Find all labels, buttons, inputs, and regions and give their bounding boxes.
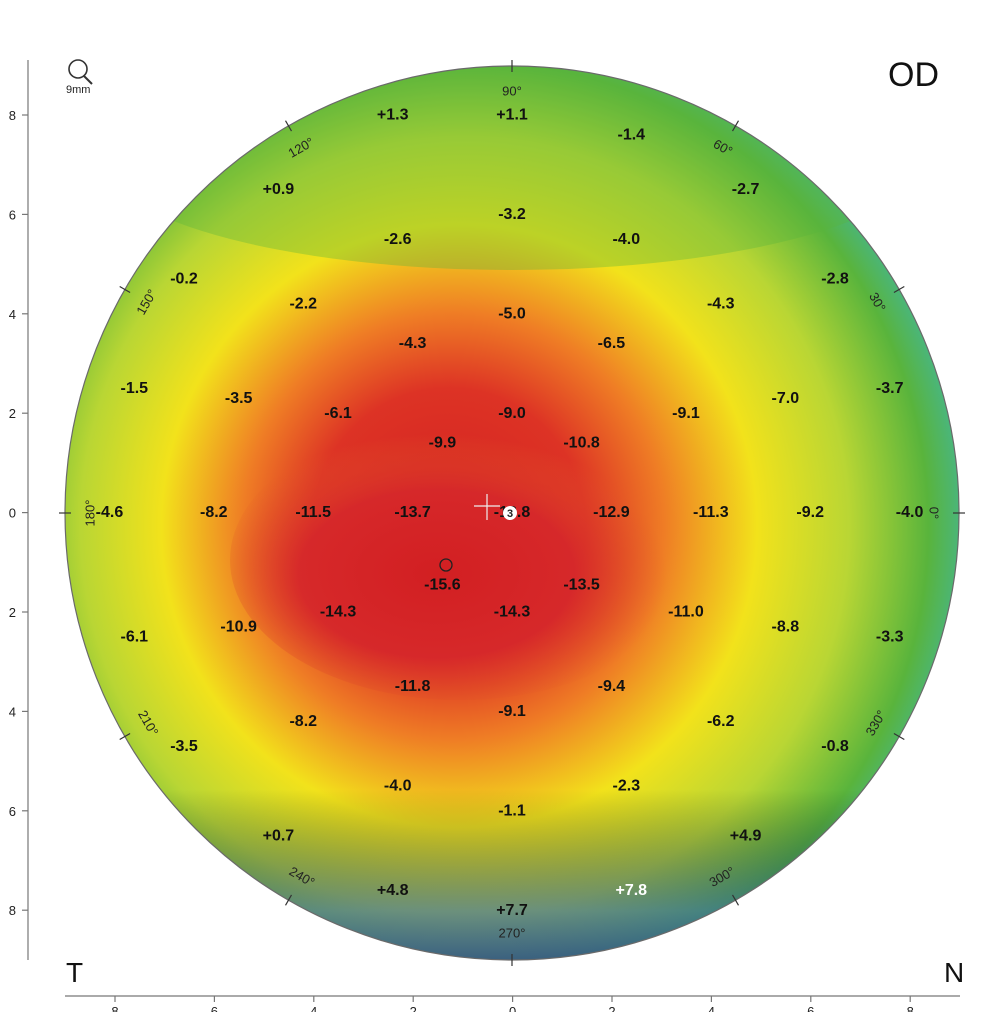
value-label: -9.1 <box>498 703 526 720</box>
x-tick-label: 2 <box>608 1004 615 1012</box>
y-tick-label: 4 <box>9 704 16 719</box>
magnifier-icon[interactable] <box>68 59 93 85</box>
y-tick-label: 6 <box>9 207 16 222</box>
value-label: -6.5 <box>598 335 626 352</box>
angle-tick <box>119 285 131 294</box>
angle-label: 270° <box>499 925 526 940</box>
x-tick-label: 4 <box>310 1004 317 1012</box>
value-label: -10.9 <box>220 619 257 636</box>
value-label: -6.1 <box>324 405 352 422</box>
value-label: -0.2 <box>170 271 198 288</box>
angle-label: 90° <box>502 83 522 98</box>
value-label: +4.9 <box>730 827 762 844</box>
angle-label: 0° <box>927 507 942 519</box>
x-tick-label: 0 <box>509 1004 516 1012</box>
center-dot <box>503 506 517 520</box>
value-label: -2.6 <box>384 231 412 248</box>
x-tick-label: 6 <box>807 1004 814 1012</box>
value-label: -13.7 <box>394 504 431 521</box>
value-label: -8.2 <box>289 713 317 730</box>
value-label: -1.5 <box>120 380 148 397</box>
value-label: -9.9 <box>429 435 457 452</box>
center-cross-icon <box>474 494 500 520</box>
y-tick-label: 2 <box>9 406 16 421</box>
value-label: -11.8 <box>395 678 431 695</box>
value-label: -14.3 <box>320 604 357 621</box>
y-tick-label: 8 <box>9 108 16 123</box>
thinnest-point-circle-icon <box>439 558 453 572</box>
value-label: -0.8 <box>821 738 849 755</box>
value-label: -6.1 <box>120 628 148 645</box>
eye-label: OD <box>888 56 939 94</box>
x-tick-label: 4 <box>708 1004 715 1012</box>
value-label: -2.2 <box>289 295 317 312</box>
angle-tick <box>731 120 740 132</box>
value-label: -4.0 <box>384 778 412 795</box>
value-label: -3.2 <box>498 206 526 223</box>
y-axis-ticks: 8 6 4 2 0 2 4 6 8 <box>9 108 28 918</box>
value-label: -5.0 <box>498 305 526 322</box>
value-label: -4.3 <box>707 295 735 312</box>
value-label: +1.1 <box>496 107 528 124</box>
value-label: +4.8 <box>377 882 409 899</box>
value-label: -1.4 <box>617 126 645 143</box>
value-label: -2.3 <box>613 778 641 795</box>
value-label: -15.6 <box>424 576 461 593</box>
y-tick-label: 6 <box>9 804 16 819</box>
value-label: -7.0 <box>772 390 800 407</box>
value-label: -13.5 <box>563 576 600 593</box>
angle-tick <box>284 894 293 906</box>
temporal-label: T <box>66 957 83 988</box>
value-label: +0.7 <box>263 827 295 844</box>
angle-label: 180° <box>82 500 97 527</box>
center-marker: 3 <box>507 508 513 520</box>
value-label: -6.2 <box>707 713 735 730</box>
angle-tick <box>893 285 905 294</box>
x-axis-ticks: 8 6 4 2 0 2 4 6 8 <box>111 996 914 1012</box>
value-label: -8.8 <box>772 619 800 636</box>
angle-tick <box>284 120 293 132</box>
angle-tick <box>119 732 131 741</box>
value-label: -11.3 <box>693 504 729 521</box>
value-label: +7.8 <box>615 882 647 899</box>
y-tick-label: 0 <box>9 506 16 521</box>
x-tick-label: 2 <box>410 1004 417 1012</box>
value-label: -3.5 <box>225 390 253 407</box>
value-label: -14.3 <box>494 604 531 621</box>
value-label: -2.7 <box>732 181 760 198</box>
value-label: -3.5 <box>170 738 198 755</box>
y-tick-label: 4 <box>9 307 16 322</box>
value-label: -4.3 <box>399 335 427 352</box>
value-label: -9.4 <box>598 678 626 695</box>
value-label: -4.0 <box>613 231 641 248</box>
angle-tick <box>893 732 905 741</box>
value-label: +1.3 <box>377 107 409 124</box>
value-label: -3.7 <box>876 380 904 397</box>
value-label: -11.5 <box>295 504 331 521</box>
value-label: -9.0 <box>498 405 526 422</box>
x-tick-label: 8 <box>907 1004 914 1012</box>
value-label: -4.6 <box>96 504 124 521</box>
value-label: -4.0 <box>896 504 924 521</box>
value-label: -1.1 <box>498 802 526 819</box>
value-labels: +1.3 +1.1 -1.4 +0.9 -3.2 -2.7 -2.6 -4.0 -0.2 -2.8… <box>96 107 924 919</box>
value-label: -9.2 <box>796 504 824 521</box>
value-label: -10.8 <box>563 435 600 452</box>
x-tick-label: 6 <box>211 1004 218 1012</box>
angle-tick <box>731 894 740 906</box>
value-label: -11.0 <box>668 604 704 621</box>
x-tick-label: 8 <box>111 1004 118 1012</box>
value-label: -3.3 <box>876 628 904 645</box>
value-label: +7.7 <box>496 902 528 919</box>
value-label: -9.1 <box>672 405 700 422</box>
nasal-label: N <box>944 957 964 988</box>
value-label: -2.8 <box>821 271 849 288</box>
value-label: +0.9 <box>263 181 295 198</box>
y-tick-label: 8 <box>9 903 16 918</box>
y-tick-label: 2 <box>9 605 16 620</box>
value-label: -8.2 <box>200 504 228 521</box>
value-label: -12.9 <box>593 504 630 521</box>
zoom-label: 9mm <box>66 84 90 96</box>
